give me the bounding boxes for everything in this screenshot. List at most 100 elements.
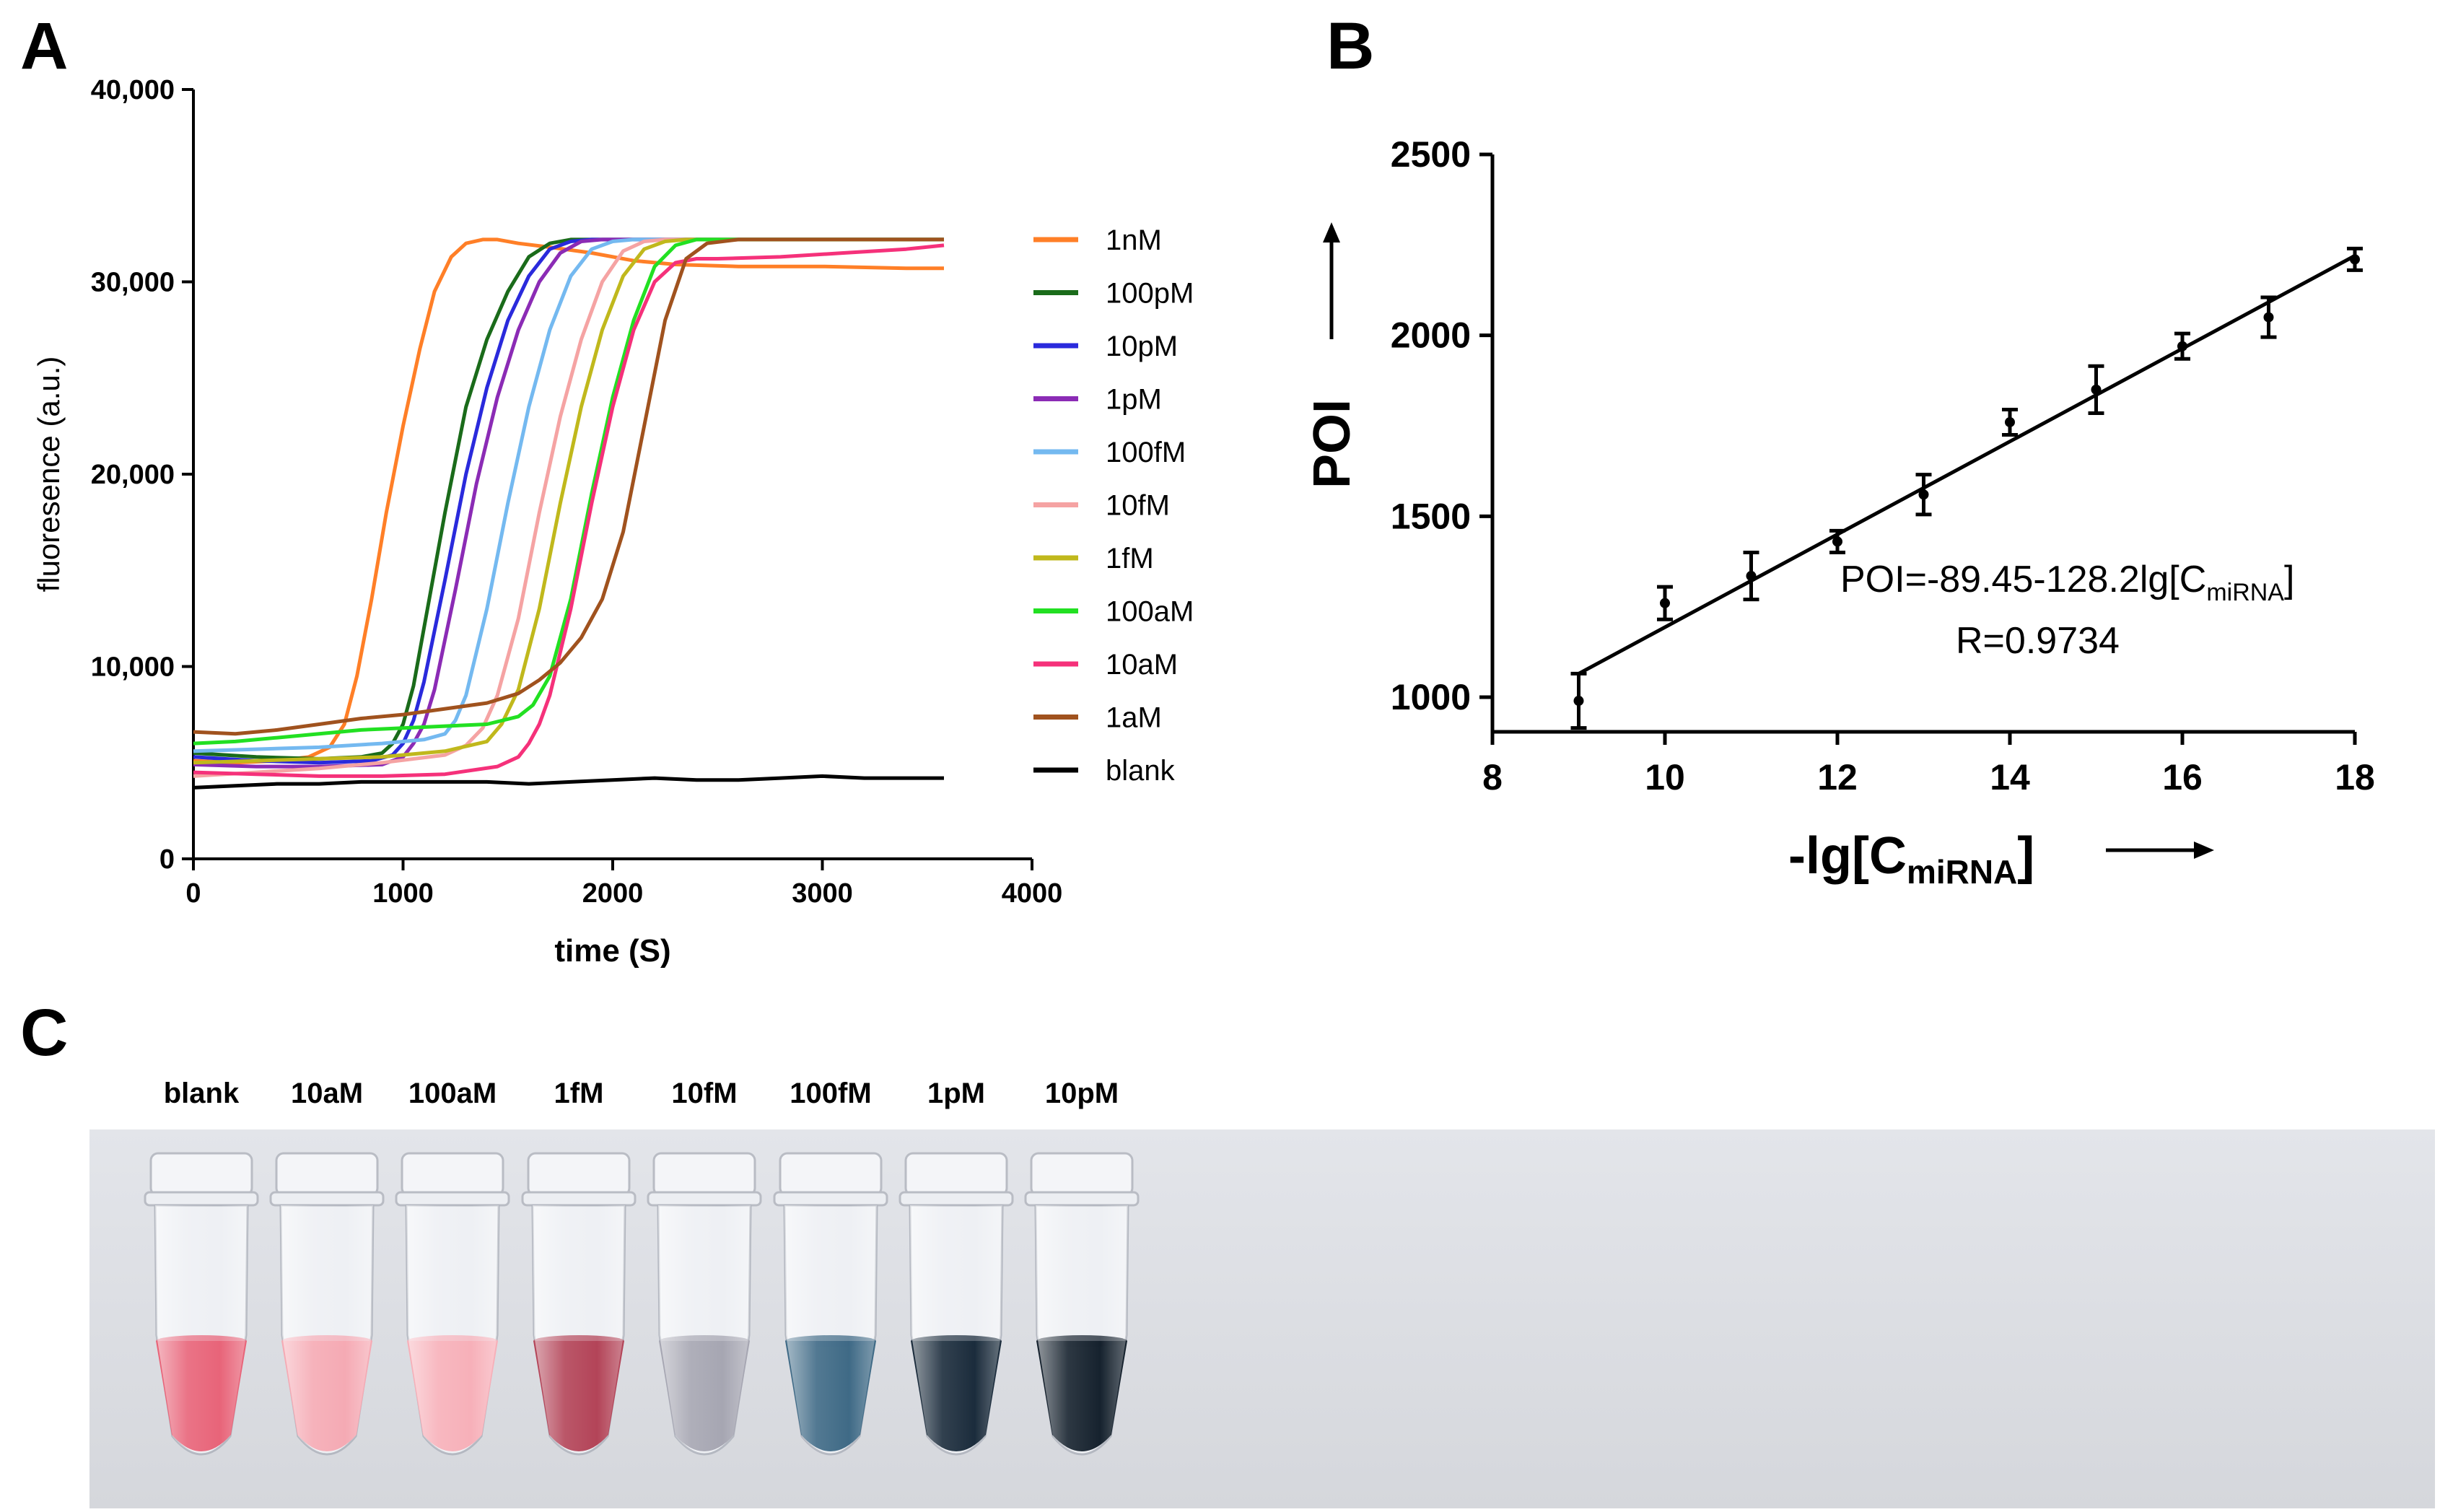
chart-b-point — [2174, 331, 2190, 361]
chart-b-equation-main: POI=-89.45-128.2lg[C — [1840, 559, 2206, 600]
chart-a-x-tick-label: 3000 — [792, 878, 853, 909]
chart-b-marker — [2177, 341, 2187, 351]
legend-label-10pM: 10pM — [1106, 331, 1178, 362]
chart-b-point — [1915, 473, 1932, 517]
tube-rim — [144, 1191, 259, 1207]
chart-b-r-value: R=0.9734 — [1956, 620, 2120, 662]
tube-gloss — [406, 1205, 499, 1454]
chart-b-x-tick-label: 14 — [1990, 757, 2030, 797]
panel-c-letter: C — [20, 996, 68, 1070]
tube-rim — [898, 1191, 1014, 1207]
chart-b-marker — [2091, 384, 2102, 395]
series-line-100pM — [193, 237, 944, 761]
chart-a-x-tick-label: 0 — [185, 878, 201, 909]
tube-cap — [904, 1152, 1008, 1197]
tube-label-blank: blank — [164, 1078, 240, 1109]
legend-label-1aM: 1aM — [1106, 702, 1162, 734]
chart-b-marker — [2263, 312, 2274, 323]
series-line-1aM — [193, 237, 944, 736]
tube-rim — [269, 1191, 385, 1207]
tube-cap — [1030, 1152, 1134, 1197]
tube-10pM — [1024, 1152, 1140, 1456]
chart-b-point — [2260, 295, 2277, 339]
tube-cap — [527, 1152, 631, 1197]
chart-b-marker — [1660, 598, 1670, 608]
chart-b-fit-line — [1578, 254, 2356, 676]
series-line-10fM — [193, 237, 944, 778]
chart-a-y-tick-label: 0 — [159, 844, 175, 875]
legend-label-10aM: 10aM — [1106, 649, 1178, 681]
chart-a-y-label: fluoresence (a.u.) — [32, 357, 66, 593]
chart-b-equation: POI=-89.45-128.2lg[CmiRNA] — [1840, 559, 2294, 606]
chart-b-marker — [2005, 416, 2015, 427]
chart-b-y-label: POI — [1303, 399, 1361, 489]
legend-label-1fM: 1fM — [1106, 543, 1154, 574]
chart-b-y-tick-label: 1000 — [1391, 677, 1471, 717]
chart-a-x-tick-label: 4000 — [1002, 878, 1063, 909]
legend-label-1nM: 1nM — [1106, 224, 1162, 256]
chart-a-axes — [192, 89, 1032, 860]
tube-label-100aM: 100aM — [408, 1078, 497, 1109]
chart-b-point — [1829, 528, 1845, 554]
chart-b-marker — [1832, 536, 1842, 547]
chart-a-x-tick-label: 1000 — [372, 878, 434, 909]
chart-b-marker — [1746, 571, 1757, 582]
tube-100aM — [395, 1152, 510, 1456]
chart-b-point — [1657, 585, 1673, 621]
chart-b-point — [2347, 246, 2363, 272]
chart-a-y-tick-label: 30,000 — [91, 268, 175, 298]
chart-a-y-tick-label: 20,000 — [91, 460, 175, 490]
tube-gloss — [784, 1205, 877, 1454]
panel-a-letter: A — [20, 9, 68, 83]
tube-gloss — [155, 1205, 248, 1454]
tube-cap — [149, 1152, 253, 1197]
chart-b-y-arrow — [1323, 222, 1340, 339]
tube-gloss — [533, 1205, 625, 1454]
series-line-10aM — [193, 243, 945, 778]
chart-b-point — [2002, 407, 2018, 437]
tube-cap — [779, 1152, 883, 1197]
chart-b-x-label-main: -lg[C — [1788, 827, 1907, 885]
chart-b-x-label-close: ] — [2017, 827, 2034, 885]
tube-blank — [144, 1152, 259, 1456]
chart-b-point — [1570, 671, 1587, 730]
series-line-blank — [193, 774, 944, 790]
chart-b-point — [1743, 550, 1759, 602]
chart-b-y-tick-label: 2000 — [1391, 315, 1471, 356]
tube-rim — [395, 1191, 510, 1207]
tube-10aM — [269, 1152, 385, 1456]
chart-a-y-tick-label: 10,000 — [91, 652, 175, 683]
chart-b-marker — [1918, 489, 1929, 500]
tube-cap — [652, 1152, 756, 1197]
series-line-1fM — [193, 237, 944, 765]
panel-b-letter: B — [1326, 9, 1374, 83]
chart-b-x-label: -lg[CmiRNA] — [1788, 827, 2034, 891]
chart-b-x-label-sub: miRNA — [1907, 853, 2017, 891]
chart-b-x-tick-label: 10 — [1645, 757, 1685, 797]
tube-label-10fM: 10fM — [671, 1078, 737, 1109]
chart-b-y-tick-label: 1500 — [1391, 496, 1471, 536]
series-line-100fM — [193, 237, 944, 753]
tube-rim — [521, 1191, 637, 1207]
chart-b-x-tick-label: 16 — [2162, 757, 2203, 797]
series-line-10pM — [193, 237, 944, 765]
chart-b-x-tick-label: 18 — [2335, 757, 2375, 797]
tube-cap — [275, 1152, 379, 1197]
chart-a-legend: 1nM 100pM 10pM 1pM 100fM 10fM 1fM 100aM 10aM 1aM b… — [1033, 224, 1194, 787]
legend-label-100pM: 100pM — [1106, 278, 1194, 310]
tube-gloss — [1036, 1205, 1128, 1454]
tube-label-100fM: 100fM — [790, 1078, 871, 1109]
chart-a-y-tick-label: 40,000 — [91, 75, 175, 105]
chart-b-ticks: 8 10 12 14 16 18 1000 1500 2000 2500 — [1391, 134, 2375, 797]
tube-labels: blank 10aM 100aM 1fM 10fM 100fM 1pM 10pM — [164, 1078, 1119, 1109]
tube-rim — [647, 1191, 762, 1207]
chart-b-x-arrow — [2106, 842, 2214, 859]
chart-a-series — [193, 237, 945, 790]
tube-gloss — [910, 1205, 1002, 1454]
tube-label-1fM: 1fM — [554, 1078, 604, 1109]
tube-rim — [1024, 1191, 1140, 1207]
chart-b-marker — [1573, 696, 1584, 707]
tube-100fM — [773, 1152, 888, 1456]
